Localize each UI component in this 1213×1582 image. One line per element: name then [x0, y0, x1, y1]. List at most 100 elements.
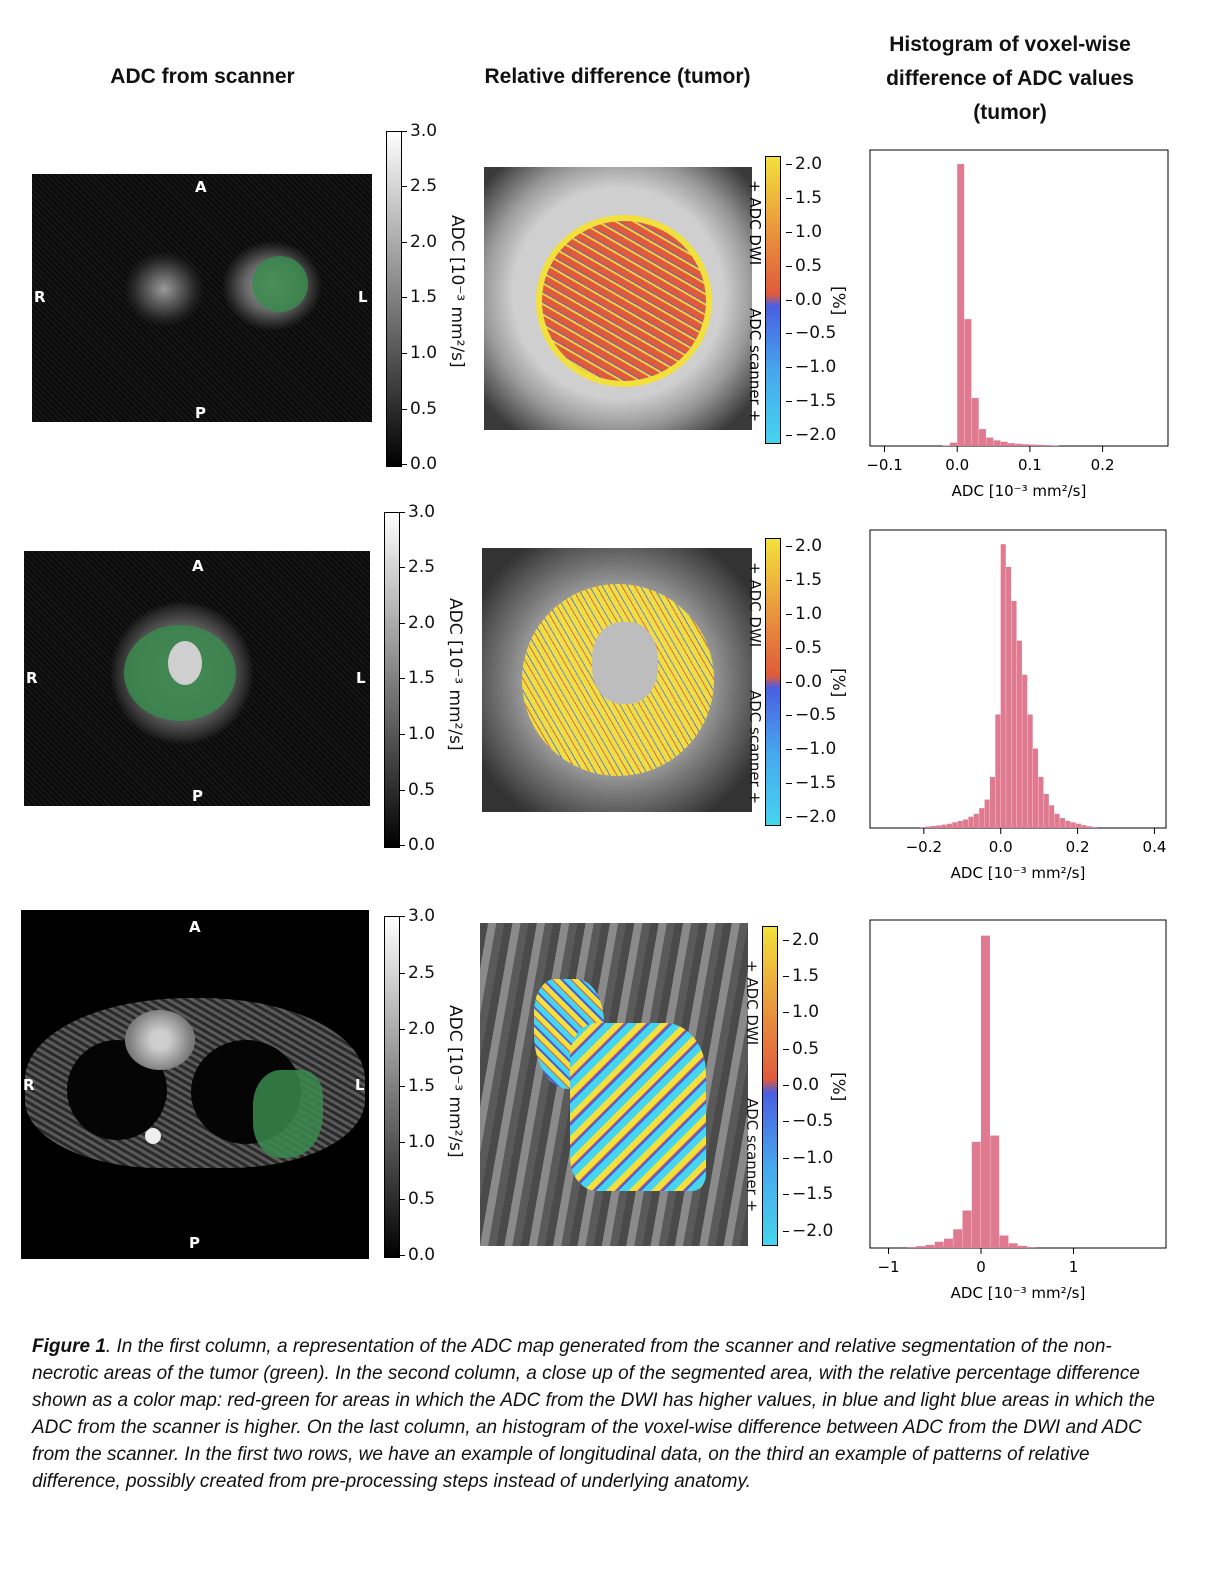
gray-tick: 1.0: [398, 1132, 436, 1152]
x-tick-label: 0.2: [1091, 456, 1115, 474]
gray-tick: 3.0: [398, 502, 436, 522]
spine: [145, 1128, 161, 1144]
histogram-bar: [946, 823, 952, 828]
histogram-bar: [986, 437, 994, 446]
orient-right: R: [26, 669, 38, 687]
diff-colorbar-bottom-label-row3: ADC scanner +: [743, 1098, 761, 1213]
histogram-frame: [869, 919, 1167, 1249]
diff-colorbar-row1: [765, 156, 781, 444]
adc-map-row2: A P R L: [24, 551, 370, 806]
diff-tick: 0.5: [785, 638, 823, 658]
figure-caption: Figure 1. In the first column, a represe…: [32, 1333, 1177, 1495]
gray-tick: 2.0: [398, 613, 436, 633]
histogram-bar: [999, 1235, 1009, 1248]
x-axis-label: ADC [10⁻³ mm²/s]: [951, 1284, 1086, 1302]
orient-left: L: [358, 288, 368, 306]
diff-colorbar-top-label-row2: + ADC DWI: [746, 562, 764, 648]
adc-map-row3: A P R L: [21, 910, 369, 1259]
caption-text: . In the first column, a representation …: [32, 1336, 1155, 1492]
histogram-row3: −1 0 1 ADC [10⁻³ mm²/s]: [869, 919, 1167, 1302]
histogram-bar: [942, 445, 950, 446]
gray-colorbar-label-row3: ADC [10⁻³ mm²/s]: [445, 1005, 465, 1158]
histogram-bar: [941, 824, 947, 828]
orient-right: R: [23, 1076, 35, 1094]
histogram-bar: [979, 429, 986, 446]
histogram-bar: [1037, 444, 1045, 446]
histogram-bar: [1027, 1247, 1037, 1248]
x-tick-label: −0.2: [906, 838, 942, 856]
diff-tick: −2.0: [782, 1221, 834, 1241]
x-tick-label: 0: [976, 1258, 986, 1276]
histogram-bar: [971, 398, 979, 446]
gray-tick: 1.0: [400, 343, 438, 363]
histogram-bar: [925, 826, 931, 828]
diff-tick: −0.5: [785, 323, 837, 343]
diff-tick: 2.0: [782, 930, 820, 950]
diff-colorbar-row2: [765, 538, 781, 826]
gray-tick: 1.5: [400, 287, 438, 307]
histogram-bar: [1000, 544, 1006, 828]
diff-tick: −2.0: [785, 425, 837, 445]
diff-tick: −2.0: [785, 807, 837, 827]
gray-tick: 0.0: [398, 1245, 436, 1265]
histogram-title-line2: difference of ADC values: [886, 67, 1134, 90]
gray-tick: 0.0: [400, 454, 438, 474]
diff-tick: 0.0: [782, 1075, 820, 1095]
gray-tick: 1.5: [398, 1076, 436, 1096]
diff-colorbar-top-label-row3: + ADC DWI: [743, 960, 761, 1046]
diff-tick: 2.0: [785, 154, 823, 174]
orient-right: R: [34, 288, 46, 306]
orient-anterior: A: [189, 918, 201, 936]
histogram-bar: [1065, 820, 1071, 828]
histogram-bar: [1016, 640, 1022, 828]
histogram-bar: [953, 1229, 963, 1248]
histogram-bar: [1081, 825, 1087, 828]
figure-label: Figure 1: [32, 1336, 106, 1357]
histogram-bar: [989, 776, 996, 828]
histogram-bar: [1049, 805, 1055, 828]
histogram-bar: [1051, 445, 1059, 446]
x-tick-label: −0.1: [866, 456, 902, 474]
histogram-bar: [968, 816, 974, 828]
gray-colorbar-label-row2: ADC [10⁻³ mm²/s]: [445, 598, 465, 751]
histogram-row2: −0.2 0.0 0.2 0.4 ADC [10⁻³ mm²/s]: [869, 529, 1167, 882]
gray-tick: 3.0: [398, 906, 436, 926]
diff-tick: 1.0: [785, 222, 823, 242]
histogram-bar: [1070, 822, 1076, 828]
histogram-bar: [1006, 566, 1012, 828]
histogram-bar: [1011, 600, 1017, 828]
histogram-title-line1: Histogram of voxel-wise: [889, 33, 1131, 56]
necrotic-core: [168, 641, 202, 685]
diff-tick: 0.5: [785, 256, 823, 276]
histogram-bar: [957, 164, 965, 446]
relative-difference-map-row2: [482, 548, 752, 812]
diff-tick: −0.5: [785, 705, 837, 725]
diff-overlay-row1: [536, 215, 712, 387]
diff-tick: −1.0: [785, 357, 837, 377]
histogram-title-line3: (tumor): [973, 101, 1047, 124]
x-tick-label: 0.0: [945, 456, 969, 474]
diff-colorbar-unit-row3: [%]: [828, 1072, 848, 1102]
histogram-bar: [993, 440, 1001, 446]
histogram-bar: [907, 1247, 916, 1248]
diff-tick: 0.5: [782, 1039, 820, 1059]
column-title-histogram: Histogram of voxel-wise difference of AD…: [850, 28, 1170, 130]
gray-tick: 2.5: [398, 963, 436, 983]
gray-tick: 0.5: [398, 1189, 436, 1209]
histogram-bar: [990, 1135, 1000, 1248]
histogram-frame: [869, 149, 1169, 447]
gray-tick: 2.0: [400, 232, 438, 252]
histogram-bar: [1059, 818, 1065, 828]
diff-tick: 1.5: [785, 570, 823, 590]
histogram-bar: [957, 820, 963, 828]
gray-colorbar-row2: [384, 512, 400, 848]
histogram-bar: [995, 714, 1001, 828]
diff-tick: −1.0: [782, 1148, 834, 1168]
orient-anterior: A: [195, 178, 207, 196]
tumor-segmentation: [253, 1070, 323, 1158]
diff-tick: −1.5: [782, 1184, 834, 1204]
histogram-bar: [1008, 1243, 1018, 1248]
x-tick-label: 0.1: [1018, 456, 1042, 474]
histogram-bar: [973, 813, 979, 828]
